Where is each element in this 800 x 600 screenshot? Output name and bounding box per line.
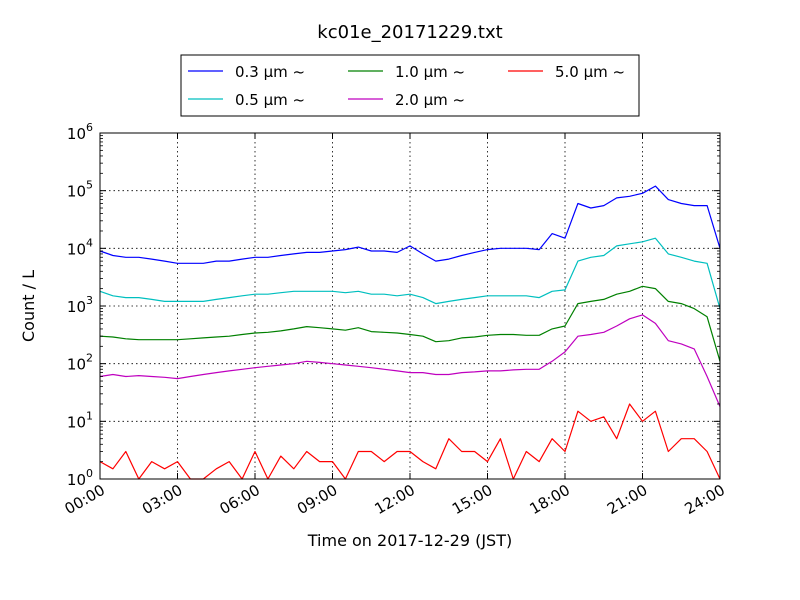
series-line-1 bbox=[99, 185, 721, 264]
legend-label: 2.0 μm ~ bbox=[395, 91, 465, 109]
y-tick-labels: 100 101 102 103 104 105 106 bbox=[67, 121, 93, 489]
y-tick-label: 100 bbox=[67, 467, 93, 489]
y-tick-label: 101 bbox=[67, 409, 93, 431]
series-line-2 bbox=[99, 237, 721, 309]
legend-label: 0.5 μm ~ bbox=[235, 91, 305, 109]
x-axis-label: Time on 2017-12-29 (JST) bbox=[307, 531, 512, 550]
legend-label: 5.0 μm ~ bbox=[555, 63, 625, 81]
legend-box bbox=[180, 54, 640, 117]
y-tick-label: 106 bbox=[67, 121, 93, 143]
legend-label: 0.3 μm ~ bbox=[235, 63, 305, 81]
y-tick-label: 104 bbox=[67, 236, 93, 258]
ticks bbox=[99, 132, 721, 480]
series-line-4 bbox=[99, 314, 721, 407]
legend: 0.3 μm ~ 0.5 μm ~ 1.0 μm ~ 2.0 μm ~ 5.0 μm ~ bbox=[180, 54, 640, 117]
series-lines bbox=[99, 185, 721, 480]
y-tick-label: 102 bbox=[67, 352, 93, 374]
y-tick-label: 103 bbox=[67, 294, 93, 316]
series-line-3 bbox=[99, 285, 721, 362]
y-axis-label: Count / L bbox=[19, 270, 38, 342]
y-tick-label: 105 bbox=[67, 179, 93, 201]
chart-title: kc01e_20171229.txt bbox=[317, 22, 502, 43]
legend-label: 1.0 μm ~ bbox=[395, 63, 465, 81]
